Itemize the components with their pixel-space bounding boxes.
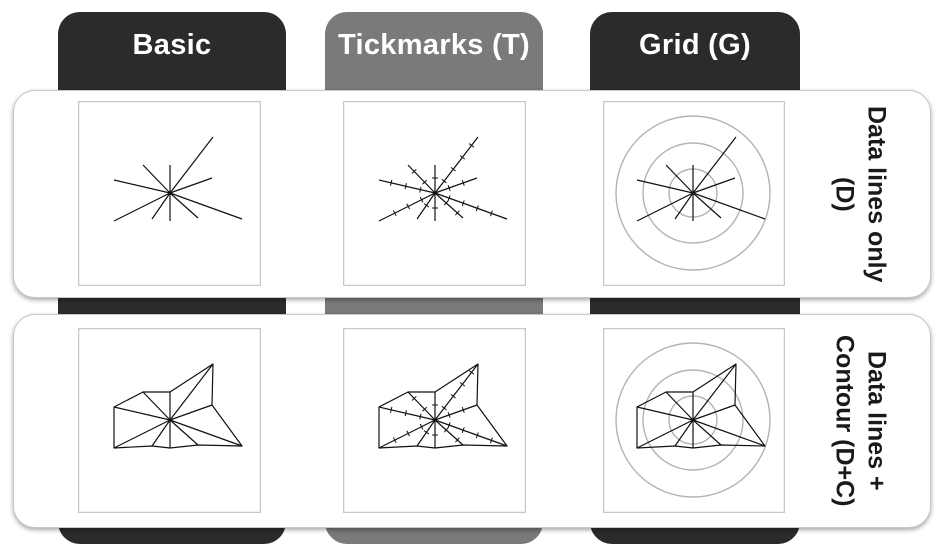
column-label-grid: Grid (G) (580, 0, 810, 90)
panel-basic-data-lines-contour (78, 328, 261, 513)
row-label-data-lines-text: Data lines only (D) (823, 94, 893, 294)
panel-tickmarks-data-lines-contour (343, 328, 526, 513)
row-label-data-lines-contour: Data lines + Contour (D+C) (800, 314, 915, 528)
panel-basic-data-lines (78, 101, 261, 286)
column-label-tickmarks: Tickmarks (T) (319, 0, 549, 90)
row-label-data-lines: Data lines only (D) (800, 90, 915, 298)
panel-tickmarks-data-lines (343, 101, 526, 286)
panel-grid-data-lines-contour (603, 328, 785, 513)
panel-grid-data-lines (603, 101, 785, 286)
column-label-basic: Basic (57, 0, 287, 90)
row-label-data-lines-contour-text: Data lines + Contour (D+C) (823, 318, 893, 524)
